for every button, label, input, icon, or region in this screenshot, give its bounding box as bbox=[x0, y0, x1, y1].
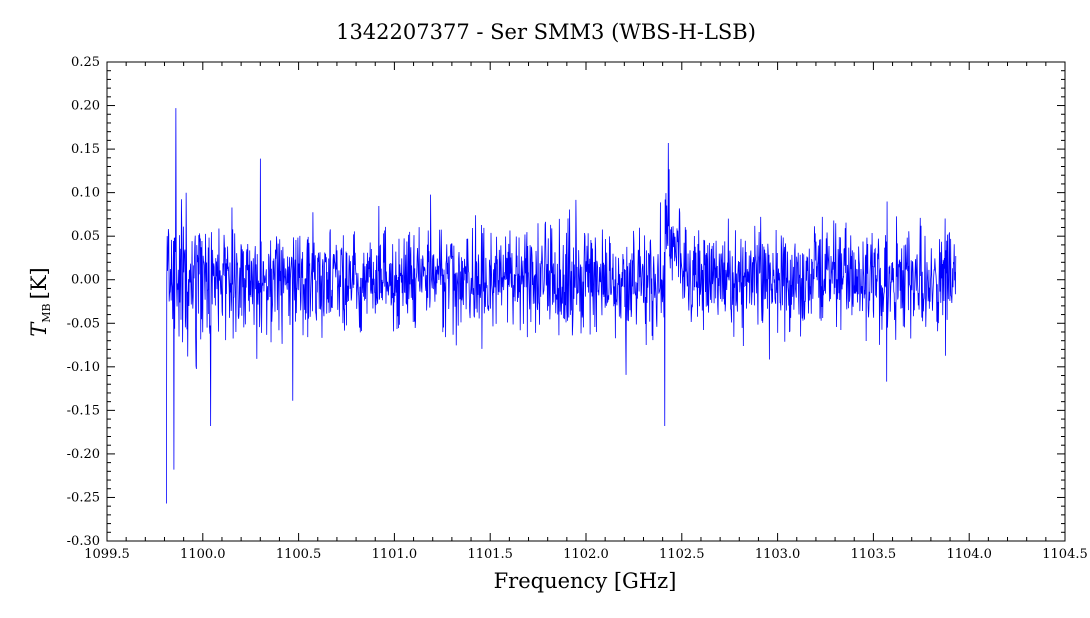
x-tick-label: 1102.5 bbox=[659, 547, 705, 562]
y-tick-label: 0.25 bbox=[71, 55, 100, 70]
y-tick-label: 0.00 bbox=[71, 273, 100, 288]
y-tick-label: 0.05 bbox=[71, 229, 100, 244]
y-axis-symbol: T bbox=[27, 321, 51, 337]
y-tick-label: 0.15 bbox=[71, 142, 100, 157]
x-tick-label: 1100.5 bbox=[276, 547, 322, 562]
chart-title: 1342207377 - Ser SMM3 (WBS-H-LSB) bbox=[336, 20, 756, 44]
axis-ticks bbox=[106, 61, 1066, 542]
x-tick-label: 1100.0 bbox=[180, 547, 226, 562]
x-tick-label: 1099.5 bbox=[84, 547, 130, 562]
plot-area bbox=[166, 108, 957, 504]
x-tick-labels: 1099.5 1100.0 1100.5 1101.0 1101.5 1102.0 1102… bbox=[84, 547, 1088, 562]
x-tick-label: 1101.5 bbox=[467, 547, 513, 562]
y-tick-label: -0.30 bbox=[67, 534, 100, 549]
spectrum-line bbox=[166, 108, 957, 504]
y-tick-label: -0.15 bbox=[67, 403, 100, 418]
y-tick-label: -0.20 bbox=[67, 447, 100, 462]
y-tick-label: -0.10 bbox=[67, 360, 100, 375]
x-axis-label: Frequency [GHz] bbox=[494, 569, 677, 593]
x-tick-label: 1101.0 bbox=[372, 547, 418, 562]
y-tick-label: 0.20 bbox=[71, 99, 100, 114]
x-tick-label: 1104.5 bbox=[1042, 547, 1088, 562]
y-tick-labels: -0.30 -0.25 -0.20 -0.15 -0.10 -0.05 0.00 0.05 0.… bbox=[67, 55, 100, 549]
x-tick-label: 1102.0 bbox=[563, 547, 609, 562]
x-tick-label: 1103.0 bbox=[755, 547, 801, 562]
y-tick-label: -0.25 bbox=[67, 490, 100, 505]
x-tick-label: 1103.5 bbox=[851, 547, 897, 562]
y-tick-label: 0.10 bbox=[71, 186, 100, 201]
y-axis-subscript: MB bbox=[40, 303, 53, 322]
y-axis-unit: [K] bbox=[27, 267, 51, 299]
y-axis-label: TMB [K] bbox=[27, 267, 53, 336]
y-tick-label: -0.05 bbox=[67, 316, 100, 331]
x-tick-label: 1104.0 bbox=[946, 547, 992, 562]
